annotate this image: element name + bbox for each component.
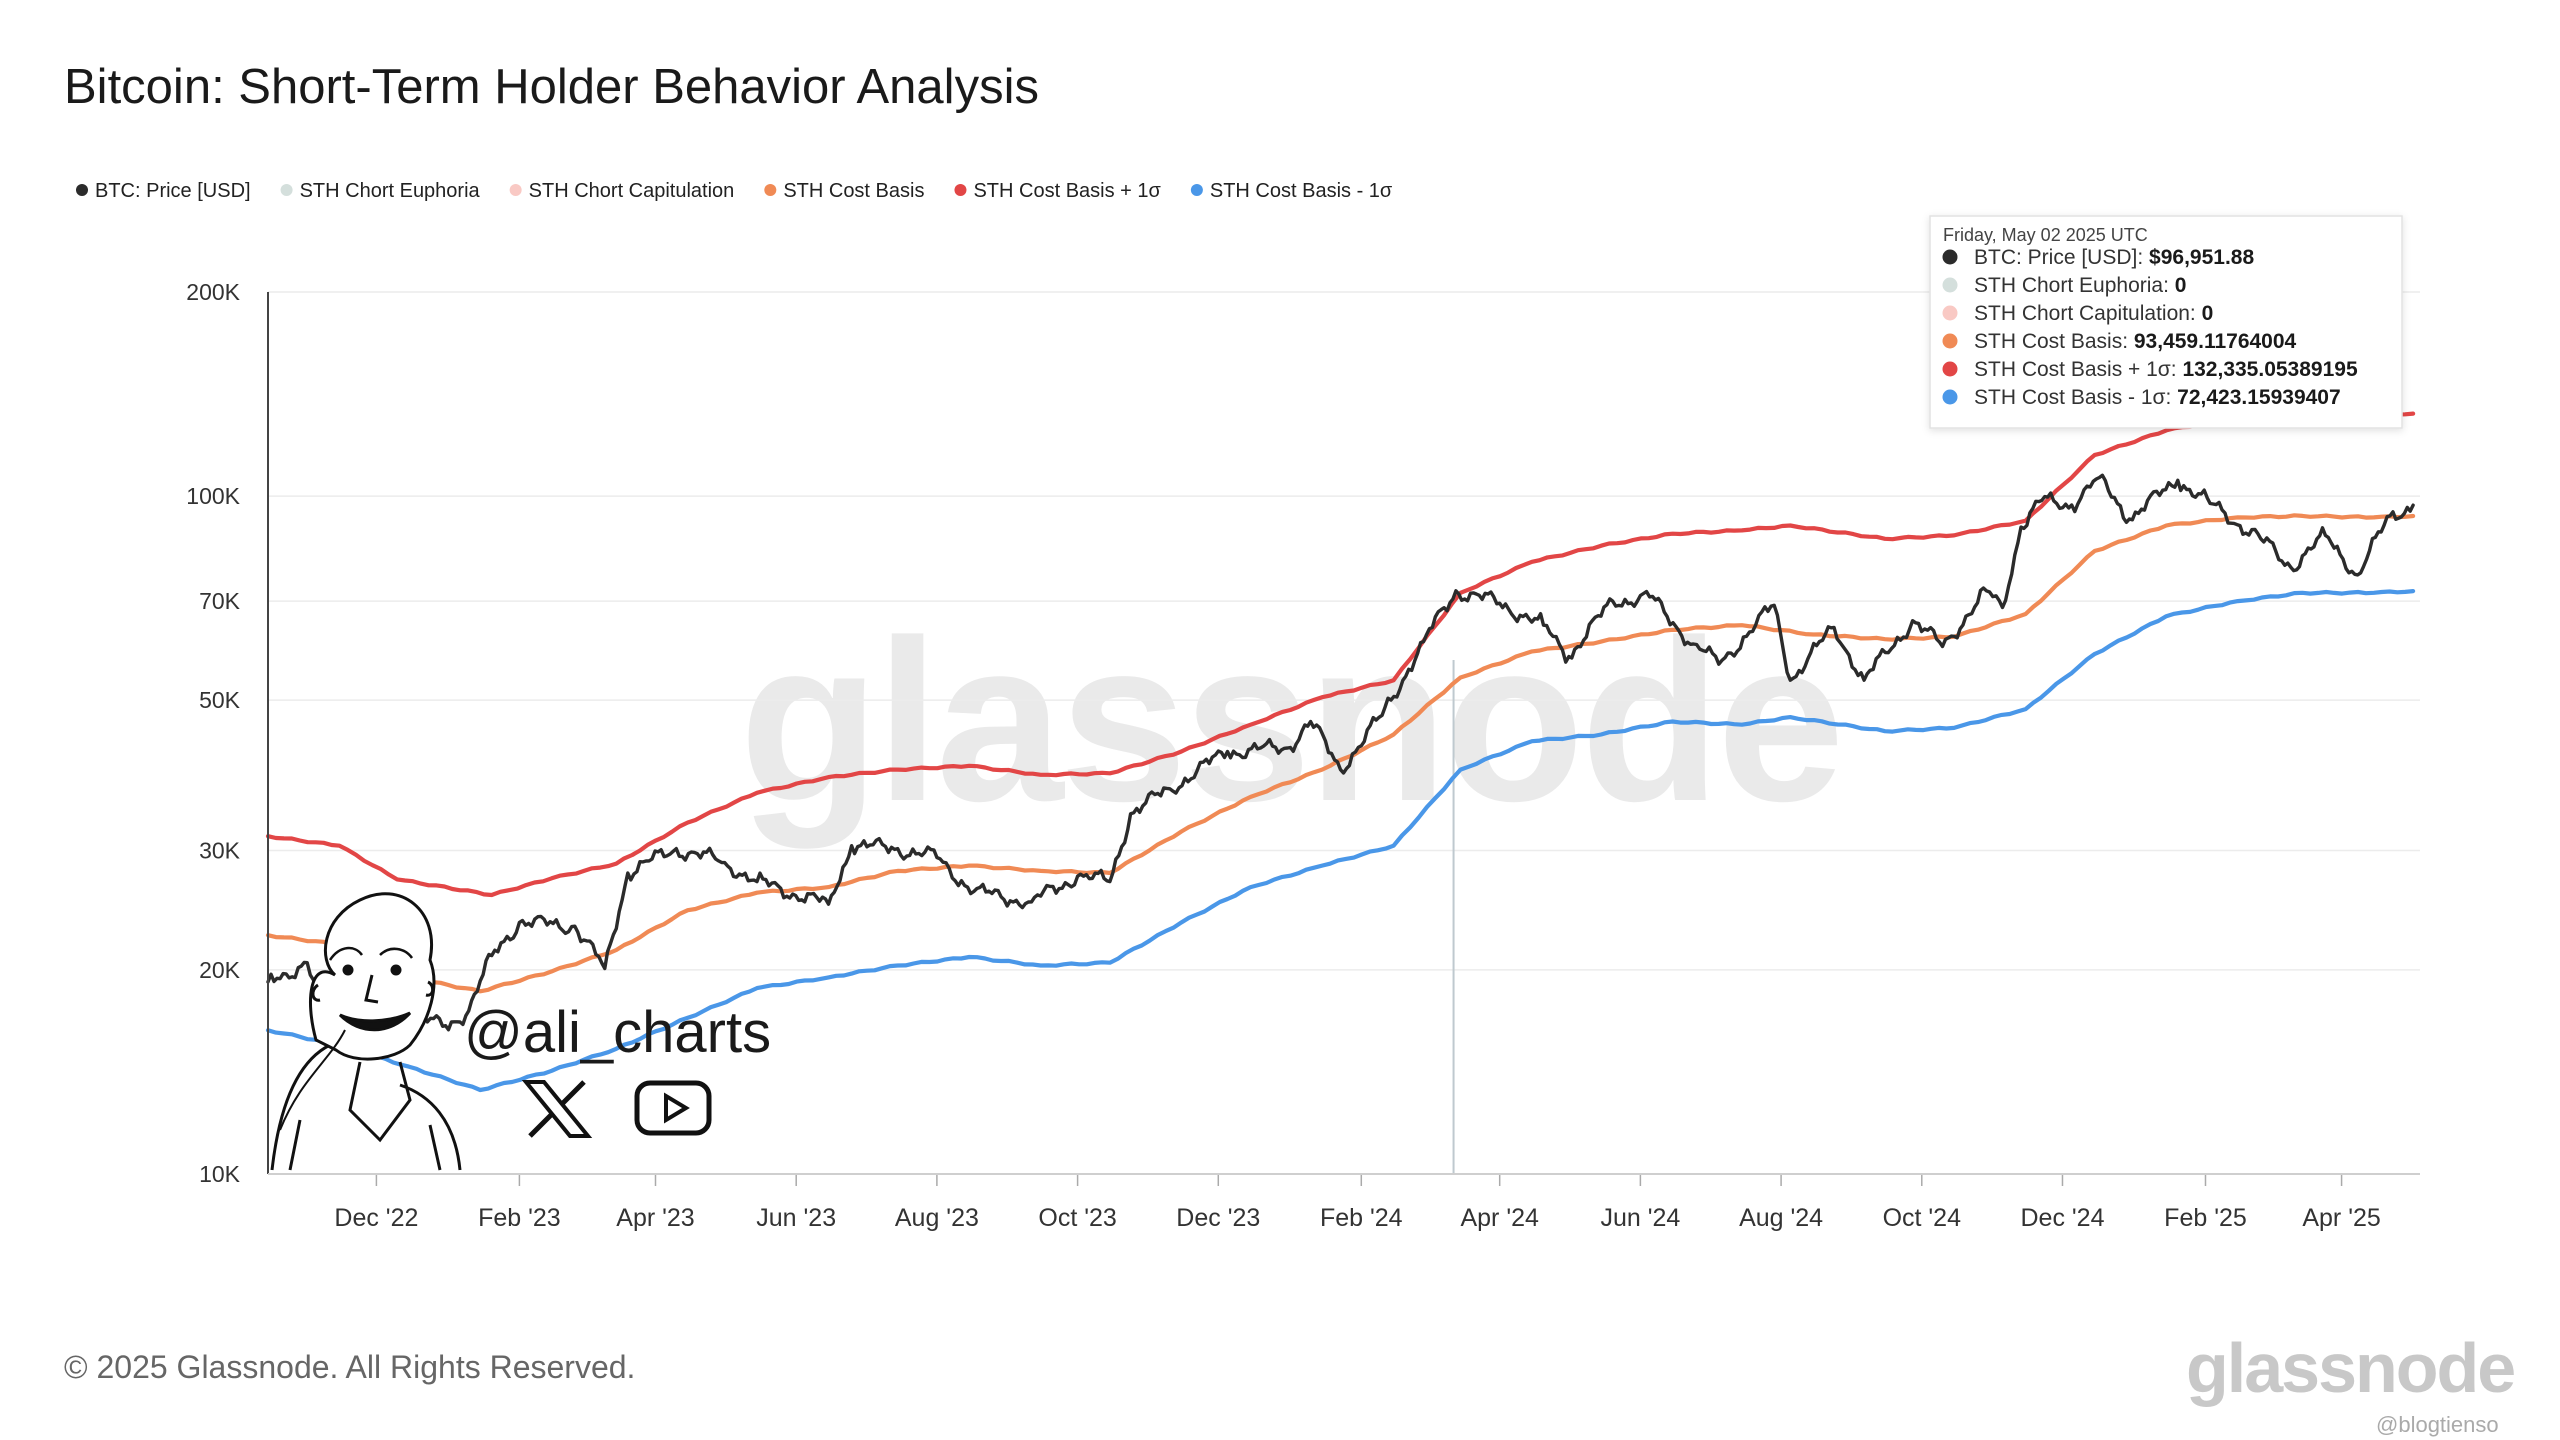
- avatar-sketch: [270, 892, 462, 1171]
- tooltip-marker-2: [1942, 305, 1958, 321]
- x-tick-label-14: Apr '25: [2302, 1204, 2380, 1232]
- x-tick-label-9: Jun '24: [1600, 1204, 1680, 1232]
- tooltip-row-2: STH Chort Capitulation: 0: [1974, 302, 2213, 325]
- legend-marker-4[interactable]: [954, 184, 967, 196]
- tooltip: Friday, May 02 2025 UTC BTC: Price [USD]…: [1929, 215, 2403, 429]
- y-tick-label-5: 100K: [186, 483, 240, 509]
- tooltip-row-4: STH Cost Basis + 1σ: 132,335.05389195: [1974, 358, 2358, 381]
- legend-label-3[interactable]: STH Cost Basis: [783, 180, 924, 202]
- tooltip-marker-5: [1942, 389, 1958, 405]
- series-lines: [265, 411, 2416, 1093]
- legend-marker-5[interactable]: [1190, 184, 1203, 196]
- x-tick-label-5: Oct '23: [1038, 1204, 1116, 1232]
- x-tick-label-10: Aug '24: [1739, 1204, 1823, 1232]
- author-handle: @ali_charts: [464, 1000, 771, 1065]
- y-tick-label-1: 20K: [199, 957, 241, 983]
- legend: BTC: Price [USD] STH Chort Euphoria STH Ch…: [76, 180, 1393, 202]
- tooltip-row-0: BTC: Price [USD]: $96,951.88: [1974, 246, 2254, 269]
- x-tick-label-7: Feb '24: [1320, 1204, 1403, 1232]
- legend-label-2[interactable]: STH Chort Capitulation: [529, 180, 735, 202]
- tooltip-marker-1: [1942, 277, 1958, 293]
- legend-label-5[interactable]: STH Cost Basis - 1σ: [1210, 180, 1393, 202]
- x-tick-label-4: Aug '23: [895, 1204, 979, 1232]
- x-tick-label-1: Feb '23: [478, 1204, 561, 1232]
- x-axis: Dec '22 Feb '23 Apr '23 Jun '23 Aug '23 Oct '…: [334, 1174, 2381, 1232]
- youtube-icon[interactable]: [634, 1080, 712, 1136]
- tooltip-marker-0: [1942, 249, 1958, 265]
- axis-lines: [267, 292, 2420, 1175]
- chart-title: Bitcoin: Short-Term Holder Behavior Anal…: [64, 60, 1039, 114]
- series-line-plus-1sigma[interactable]: [265, 411, 2416, 898]
- legend-label-0[interactable]: BTC: Price [USD]: [95, 180, 251, 202]
- x-tick-label-6: Dec '23: [1176, 1204, 1260, 1232]
- x-tick-label-2: Apr '23: [616, 1204, 694, 1232]
- legend-marker-0[interactable]: [76, 184, 88, 196]
- footer-small-text: @blogtienso: [2376, 1412, 2499, 1437]
- tooltip-date: Friday, May 02 2025 UTC: [1943, 225, 2148, 245]
- y-tick-label-3: 50K: [199, 687, 241, 713]
- tooltip-row-1: STH Chort Euphoria: 0: [1974, 274, 2186, 297]
- x-tick-label-11: Oct '24: [1883, 1204, 1962, 1232]
- copyright-text: © 2025 Glassnode. All Rights Reserved.: [64, 1349, 635, 1385]
- y-tick-label-6: 200K: [186, 279, 240, 305]
- series-line-price[interactable]: [266, 473, 2415, 1041]
- tooltip-marker-3: [1942, 333, 1958, 349]
- y-tick-label-2: 30K: [199, 838, 241, 864]
- x-tick-label-8: Apr '24: [1460, 1204, 1539, 1232]
- legend-marker-1[interactable]: [280, 184, 293, 196]
- glassnode-watermark: glassnode: [739, 592, 1841, 849]
- legend-marker-2[interactable]: [509, 184, 522, 196]
- legend-marker-3[interactable]: [764, 184, 777, 196]
- x-tick-label-3: Jun '23: [756, 1204, 836, 1232]
- tooltip-row-3: STH Cost Basis: 93,459.11764004: [1974, 330, 2297, 353]
- tooltip-row-5: STH Cost Basis - 1σ: 72,423.15939407: [1974, 386, 2341, 409]
- x-tick-label-13: Feb '25: [2164, 1204, 2247, 1232]
- x-logo-icon[interactable]: [521, 1080, 593, 1138]
- y-axis: 10K 20K 30K 50K 70K 100K 200K: [186, 279, 240, 1187]
- series-line-minus-1sigma[interactable]: [265, 589, 2416, 1093]
- glassnode-logo: glassnode: [2186, 1329, 2514, 1407]
- legend-label-1[interactable]: STH Chort Euphoria: [300, 180, 481, 202]
- legend-label-4[interactable]: STH Cost Basis + 1σ: [973, 180, 1161, 202]
- y-tick-label-4: 70K: [199, 588, 241, 614]
- y-tick-label-0: 10K: [199, 1161, 241, 1187]
- author-badge: @ali_charts: [270, 892, 771, 1171]
- x-tick-label-0: Dec '22: [334, 1204, 418, 1232]
- x-tick-label-12: Dec '24: [2020, 1204, 2104, 1232]
- tooltip-marker-4: [1942, 361, 1958, 377]
- tooltip-box: [1929, 215, 2403, 429]
